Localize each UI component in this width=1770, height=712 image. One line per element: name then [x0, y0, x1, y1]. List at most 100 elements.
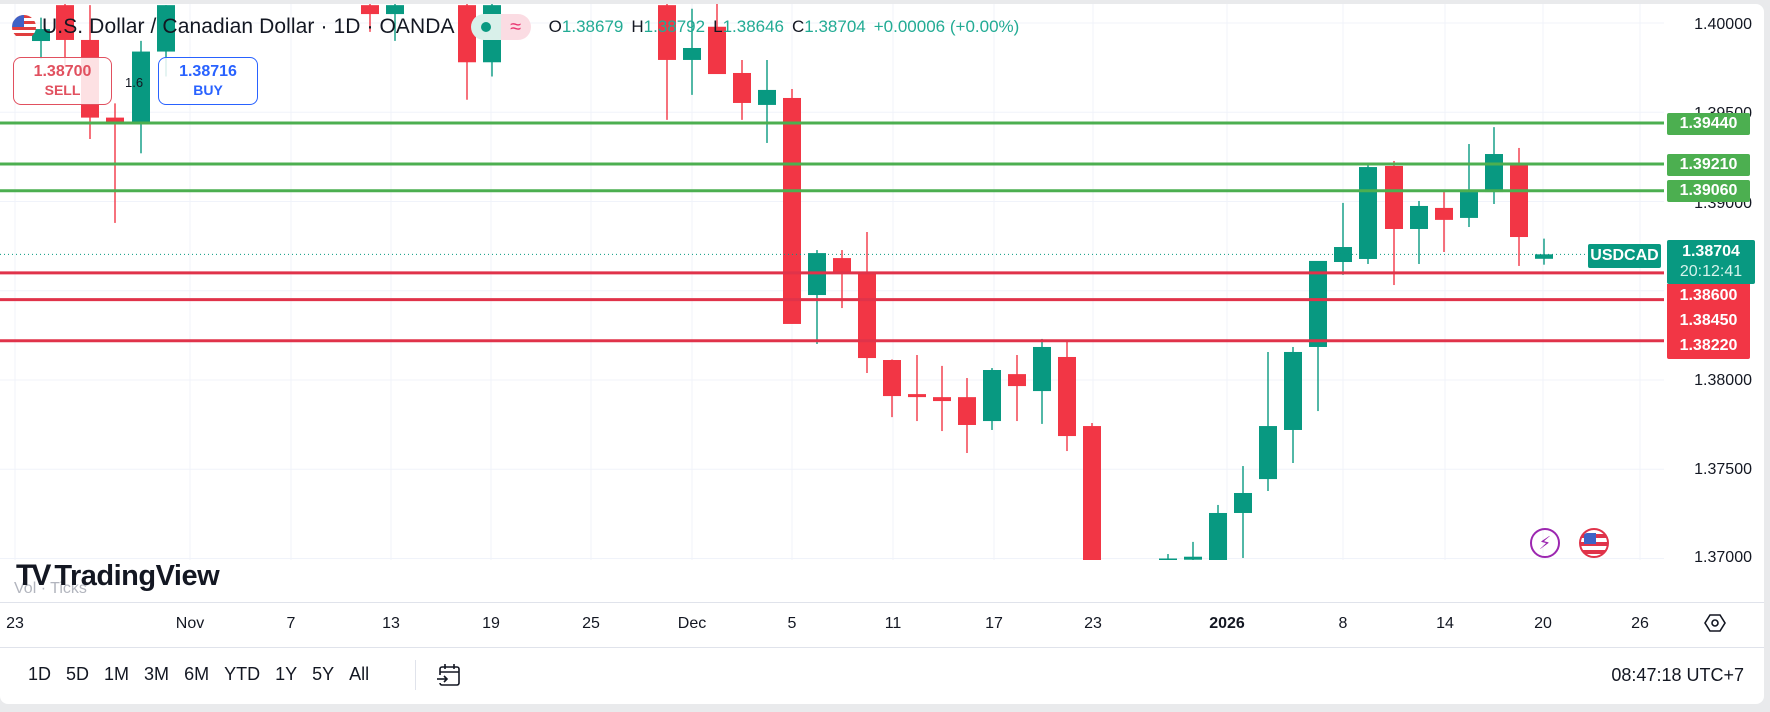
- open-value: 1.38679: [561, 17, 624, 36]
- timezone-clock[interactable]: 08:47:18 UTC+7: [1611, 665, 1744, 685]
- candle-down[interactable]: [958, 397, 976, 425]
- candle-up[interactable]: [1410, 205, 1428, 229]
- candle-up[interactable]: [1234, 492, 1252, 513]
- candle-down[interactable]: [708, 26, 726, 75]
- resistance-tag[interactable]: 1.39210: [1667, 154, 1750, 176]
- price-axis[interactable]: 1.40000 1.39500 1.39000 1.38000 1.37500 …: [1664, 4, 1764, 566]
- support-tag: 1.38600: [1679, 287, 1738, 304]
- candle-down[interactable]: [933, 397, 951, 402]
- candlestick-chart[interactable]: [0, 4, 1664, 560]
- resistance-tag[interactable]: 1.39060: [1667, 180, 1750, 202]
- candle-down[interactable]: [458, 5, 476, 63]
- candle-up[interactable]: [157, 5, 175, 52]
- market-status-pill[interactable]: ≈: [470, 14, 531, 40]
- last-price: 1.38704: [1682, 243, 1740, 260]
- candle-down[interactable]: [858, 273, 876, 359]
- candle-up[interactable]: [1359, 167, 1377, 259]
- calendar-goto-icon[interactable]: [435, 661, 463, 689]
- candle-up[interactable]: [1184, 556, 1202, 560]
- time-tick: 8: [1338, 615, 1348, 632]
- candle-up[interactable]: [1159, 558, 1177, 561]
- time-tick: 20: [1534, 615, 1552, 632]
- toolbar-divider: [415, 660, 416, 690]
- candle-down[interactable]: [1435, 207, 1453, 220]
- candle-down[interactable]: [883, 360, 901, 397]
- tradingview-mark-icon: TV: [16, 559, 51, 592]
- symbol-tag: USDCAD: [1588, 244, 1661, 268]
- low-value: 1.38646: [722, 17, 785, 36]
- low-label: L: [713, 17, 723, 36]
- high-value: 1.38792: [643, 17, 706, 36]
- candle-down[interactable]: [1058, 356, 1076, 437]
- range-button-1m[interactable]: 1M: [104, 664, 130, 684]
- candle-down[interactable]: [733, 72, 751, 103]
- candle-up[interactable]: [758, 89, 776, 105]
- delayed-approx-icon: ≈: [500, 14, 531, 40]
- price-tick: 1.38000: [1694, 372, 1752, 389]
- candle-down[interactable]: [1008, 374, 1026, 387]
- candle-up[interactable]: [32, 29, 50, 42]
- sell-button[interactable]: 1.38700 SELL: [13, 57, 112, 105]
- change-value: +0.00006 (+0.00%): [873, 17, 1020, 36]
- candle-down[interactable]: [1510, 162, 1528, 238]
- candle-down[interactable]: [1385, 165, 1403, 229]
- symbol-legend: U.S. Dollar / Canadian Dollar · 1D · OAN…: [12, 14, 1019, 40]
- close-value: 1.38704: [804, 17, 866, 36]
- range-button-1y[interactable]: 1Y: [275, 664, 298, 684]
- candle-up[interactable]: [983, 370, 1001, 422]
- candle-down[interactable]: [1083, 426, 1101, 560]
- candle-up[interactable]: [1460, 192, 1478, 218]
- last-price-tag[interactable]: 1.38704 20:12:41: [1667, 240, 1755, 284]
- candle-down[interactable]: [833, 258, 851, 274]
- range-button-6m[interactable]: 6M: [184, 664, 210, 684]
- candle-down[interactable]: [658, 5, 676, 60]
- time-tick: 11: [884, 615, 902, 632]
- candle-down[interactable]: [783, 97, 801, 324]
- range-button-all[interactable]: All: [349, 664, 370, 684]
- candle-down[interactable]: [908, 394, 926, 398]
- range-button-ytd[interactable]: YTD: [224, 664, 261, 684]
- time-tick: 19: [482, 615, 500, 632]
- us-flag-event-icon[interactable]: [1579, 528, 1609, 558]
- time-tick: 5: [787, 615, 797, 632]
- candle-up[interactable]: [1209, 512, 1227, 560]
- candle-down[interactable]: [56, 5, 74, 40]
- candle-up[interactable]: [1535, 254, 1553, 259]
- candle-up[interactable]: [1334, 247, 1352, 263]
- volume-indicator-label[interactable]: Vol · Ticks: [14, 580, 87, 597]
- bar-countdown: 20:12:41: [1679, 263, 1743, 280]
- candle-up[interactable]: [1309, 260, 1327, 347]
- chart-widget: U.S. Dollar / Canadian Dollar · 1D · OAN…: [0, 4, 1764, 704]
- symbol-title[interactable]: U.S. Dollar / Canadian Dollar · 1D · OAN…: [42, 15, 455, 38]
- candle-up[interactable]: [1284, 351, 1302, 430]
- time-tick: 13: [382, 615, 400, 632]
- time-tick: 14: [1436, 615, 1454, 632]
- tradingview-logo[interactable]: TV TradingView: [16, 559, 220, 593]
- candle-down[interactable]: [361, 5, 379, 15]
- candle-up[interactable]: [683, 47, 701, 60]
- price-pane[interactable]: U.S. Dollar / Canadian Dollar · 1D · OAN…: [0, 4, 1664, 560]
- sell-label: SELL: [44, 82, 81, 98]
- chart-settings-gear-icon[interactable]: [1704, 612, 1726, 634]
- close-label: C: [792, 17, 805, 36]
- range-button-5d[interactable]: 5D: [66, 664, 90, 684]
- candle-up[interactable]: [1485, 154, 1503, 193]
- buy-button[interactable]: 1.38716 BUY: [158, 57, 258, 105]
- time-axis[interactable]: 23 Nov 7 13 19 25 Dec 5 11 17 23 2026 8 14 20 26: [0, 602, 1764, 647]
- candle-down[interactable]: [106, 117, 124, 124]
- lightning-icon[interactable]: ⚡: [1530, 528, 1560, 558]
- range-button-5y[interactable]: 5Y: [312, 664, 335, 684]
- support-tag: 1.38450: [1679, 312, 1738, 329]
- candle-up[interactable]: [386, 5, 404, 15]
- market-open-dot-icon: [470, 14, 501, 40]
- range-button-3m[interactable]: 3M: [144, 664, 170, 684]
- sell-price: 1.38700: [33, 63, 92, 80]
- high-label: H: [631, 17, 644, 36]
- candle-up[interactable]: [1033, 346, 1051, 392]
- candle-up[interactable]: [1259, 426, 1277, 480]
- range-button-1d[interactable]: 1D: [28, 664, 52, 684]
- time-tick: Dec: [677, 615, 707, 632]
- support-tags[interactable]: 1.38600 1.38450 1.38220: [1667, 284, 1750, 359]
- resistance-tag[interactable]: 1.39440: [1667, 113, 1750, 135]
- candle-up[interactable]: [132, 51, 150, 124]
